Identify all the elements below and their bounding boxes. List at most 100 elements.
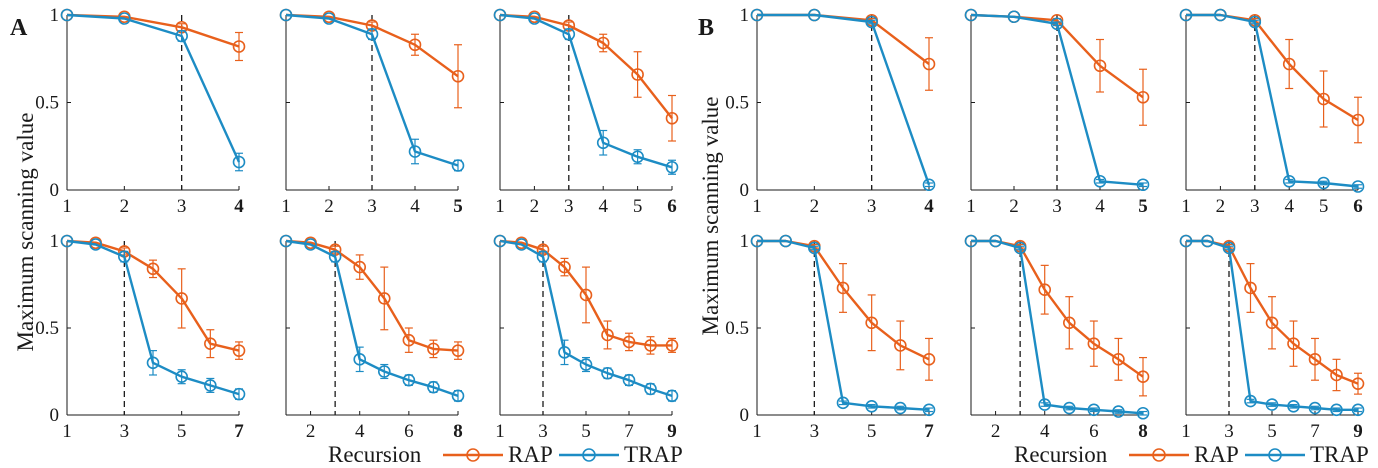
series-trap (60, 8, 246, 172)
series-line-trap (66, 13, 241, 163)
data-point-trap (1222, 241, 1236, 255)
data-point-rap (894, 339, 907, 352)
data-point-rap (377, 292, 391, 305)
data-point-trap (836, 396, 850, 410)
data-point-rap (1308, 353, 1322, 366)
subplot-b4: 0 0.5 1 1 3 5 7 (725, 231, 936, 442)
legend-a: RAP TRAP (443, 442, 683, 467)
y-tick-label: 0 (50, 405, 60, 426)
data-point-trap (279, 8, 293, 22)
x-tick-label-final: 7 (234, 421, 244, 442)
legend-trap-marker (582, 448, 596, 462)
series-line-rap (971, 239, 1144, 378)
data-point-rap (579, 288, 593, 302)
series-rap (60, 234, 246, 360)
x-tick-label: 1 (752, 421, 762, 442)
y-tick-label: 1 (50, 231, 60, 252)
legend-rap-label: RAP (1194, 442, 1239, 467)
data-point-trap (528, 12, 541, 25)
legend-trap-label: TRAP (1310, 442, 1369, 467)
x-tick-label: 3 (1250, 196, 1260, 217)
x-tick-label: 5 (867, 421, 877, 442)
subplot-a5: 2 4 6 8 (279, 234, 465, 442)
data-point-trap (750, 8, 764, 22)
x-tick-label: 3 (867, 196, 877, 217)
y-tick-label: 0.5 (35, 318, 59, 339)
data-point-trap (1179, 234, 1193, 248)
data-point-rap (665, 339, 679, 352)
legend-rap-marker (466, 448, 480, 462)
data-point-trap (922, 403, 936, 417)
data-point-trap (408, 145, 422, 158)
series-trap (750, 8, 936, 192)
data-point-trap (1248, 15, 1262, 29)
x-tick-label: 4 (410, 196, 420, 217)
data-point-trap (493, 8, 507, 22)
x-tick-label: 4 (598, 196, 608, 217)
data-point-trap (596, 136, 610, 150)
y-tick-label: 0.5 (725, 93, 749, 114)
y-tick-label: 1 (740, 231, 750, 252)
series-rap (750, 234, 936, 381)
data-point-trap (328, 250, 342, 263)
data-point-trap (232, 155, 246, 169)
subplot-b2: 1 2 3 4 5 (964, 8, 1150, 217)
x-tick-label: 4 (1040, 421, 1050, 442)
data-point-trap (427, 380, 440, 394)
x-tick-label: 7 (1310, 421, 1320, 442)
data-point-trap (808, 241, 821, 255)
x-tick-label-final: 9 (667, 421, 677, 442)
x-tick-label: 2 (324, 196, 334, 217)
y-tick-label: 0 (50, 180, 60, 201)
data-point-rap (402, 333, 416, 347)
data-point-trap (60, 234, 74, 248)
data-point-trap (493, 234, 507, 248)
subplots: 00.511 2 3 4 1 2 3 4 5 1 2 3 4 5 600.511 3 5 7 2 4 6 8 1 3 5 7 900… (35, 5, 1365, 442)
x-tick-label: 3 (564, 196, 574, 217)
y-tick-label: 0 (740, 405, 750, 426)
data-point-trap (1013, 241, 1027, 255)
data-point-trap (1050, 17, 1064, 31)
data-point-rap (558, 260, 571, 274)
data-point-trap (89, 238, 102, 251)
x-tick-label: 2 (810, 196, 820, 217)
data-point-trap (964, 8, 978, 22)
x-tick-label: 5 (1267, 421, 1277, 442)
series-trap (964, 8, 1150, 192)
series-rap (1179, 234, 1365, 395)
data-point-trap (1351, 180, 1365, 193)
x-tick-label-final: 4 (924, 196, 934, 217)
data-point-trap (1038, 398, 1052, 411)
x-tick-label: 5 (1319, 196, 1329, 217)
data-point-rap (1038, 283, 1052, 297)
data-point-trap (365, 27, 379, 41)
data-point-rap (232, 40, 246, 53)
data-point-trap (1112, 405, 1125, 418)
x-tick-label: 1 (62, 421, 72, 442)
data-point-trap (644, 382, 657, 396)
data-point-trap (1062, 401, 1076, 415)
x-tick-label-final: 5 (1138, 196, 1148, 217)
data-point-trap (1244, 394, 1257, 408)
data-point-trap (146, 356, 160, 370)
data-point-rap (1351, 113, 1365, 127)
data-point-trap (1201, 234, 1214, 248)
data-point-rap (1351, 377, 1365, 390)
series-line-trap (285, 239, 459, 398)
data-point-trap (665, 389, 679, 403)
x-tick-label-final: 6 (667, 196, 677, 217)
subplot-b1: 0 0.5 1 1 2 3 4 (725, 5, 936, 217)
series-line-rap (66, 13, 240, 48)
legend-trap-label: TRAP (624, 442, 683, 467)
series-rap (493, 234, 679, 355)
x-tick-label-final: 7 (924, 421, 934, 442)
data-point-trap (536, 250, 550, 263)
x-tick-label: 1 (966, 196, 976, 217)
subplot-a4: 0 0.5 1 1 3 5 7 (35, 231, 246, 442)
x-tick-label: 5 (177, 421, 187, 442)
data-point-trap (175, 29, 188, 43)
subplot-a6: 1 3 5 7 9 (493, 234, 679, 442)
data-point-trap (865, 15, 878, 29)
data-point-rap (922, 353, 936, 366)
